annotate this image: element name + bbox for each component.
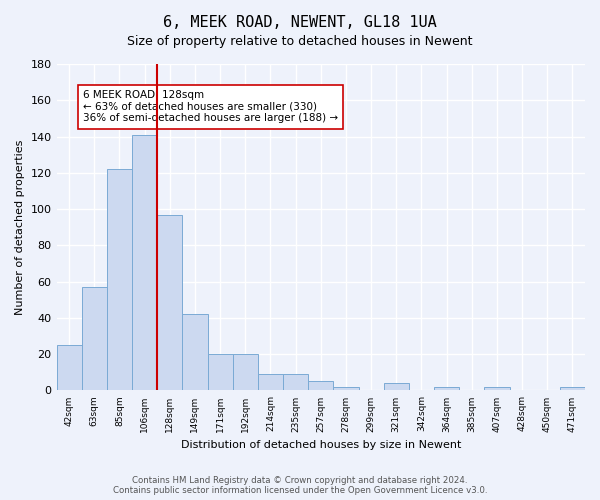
Bar	[308, 382, 334, 390]
Bar	[82, 287, 107, 391]
Bar	[182, 314, 208, 390]
Bar	[157, 214, 182, 390]
Bar	[233, 354, 258, 391]
Bar	[107, 169, 132, 390]
Y-axis label: Number of detached properties: Number of detached properties	[15, 140, 25, 315]
Bar	[484, 387, 509, 390]
Bar	[334, 387, 359, 390]
Text: 6, MEEK ROAD, NEWENT, GL18 1UA: 6, MEEK ROAD, NEWENT, GL18 1UA	[163, 15, 437, 30]
Bar	[258, 374, 283, 390]
X-axis label: Distribution of detached houses by size in Newent: Distribution of detached houses by size …	[181, 440, 461, 450]
Bar	[434, 387, 459, 390]
Bar	[132, 134, 157, 390]
Text: Contains HM Land Registry data © Crown copyright and database right 2024.
Contai: Contains HM Land Registry data © Crown c…	[113, 476, 487, 495]
Text: 6 MEEK ROAD: 128sqm
← 63% of detached houses are smaller (330)
36% of semi-detac: 6 MEEK ROAD: 128sqm ← 63% of detached ho…	[83, 90, 338, 124]
Bar	[56, 345, 82, 391]
Bar	[383, 383, 409, 390]
Bar	[560, 387, 585, 390]
Text: Size of property relative to detached houses in Newent: Size of property relative to detached ho…	[127, 35, 473, 48]
Bar	[283, 374, 308, 390]
Bar	[208, 354, 233, 391]
